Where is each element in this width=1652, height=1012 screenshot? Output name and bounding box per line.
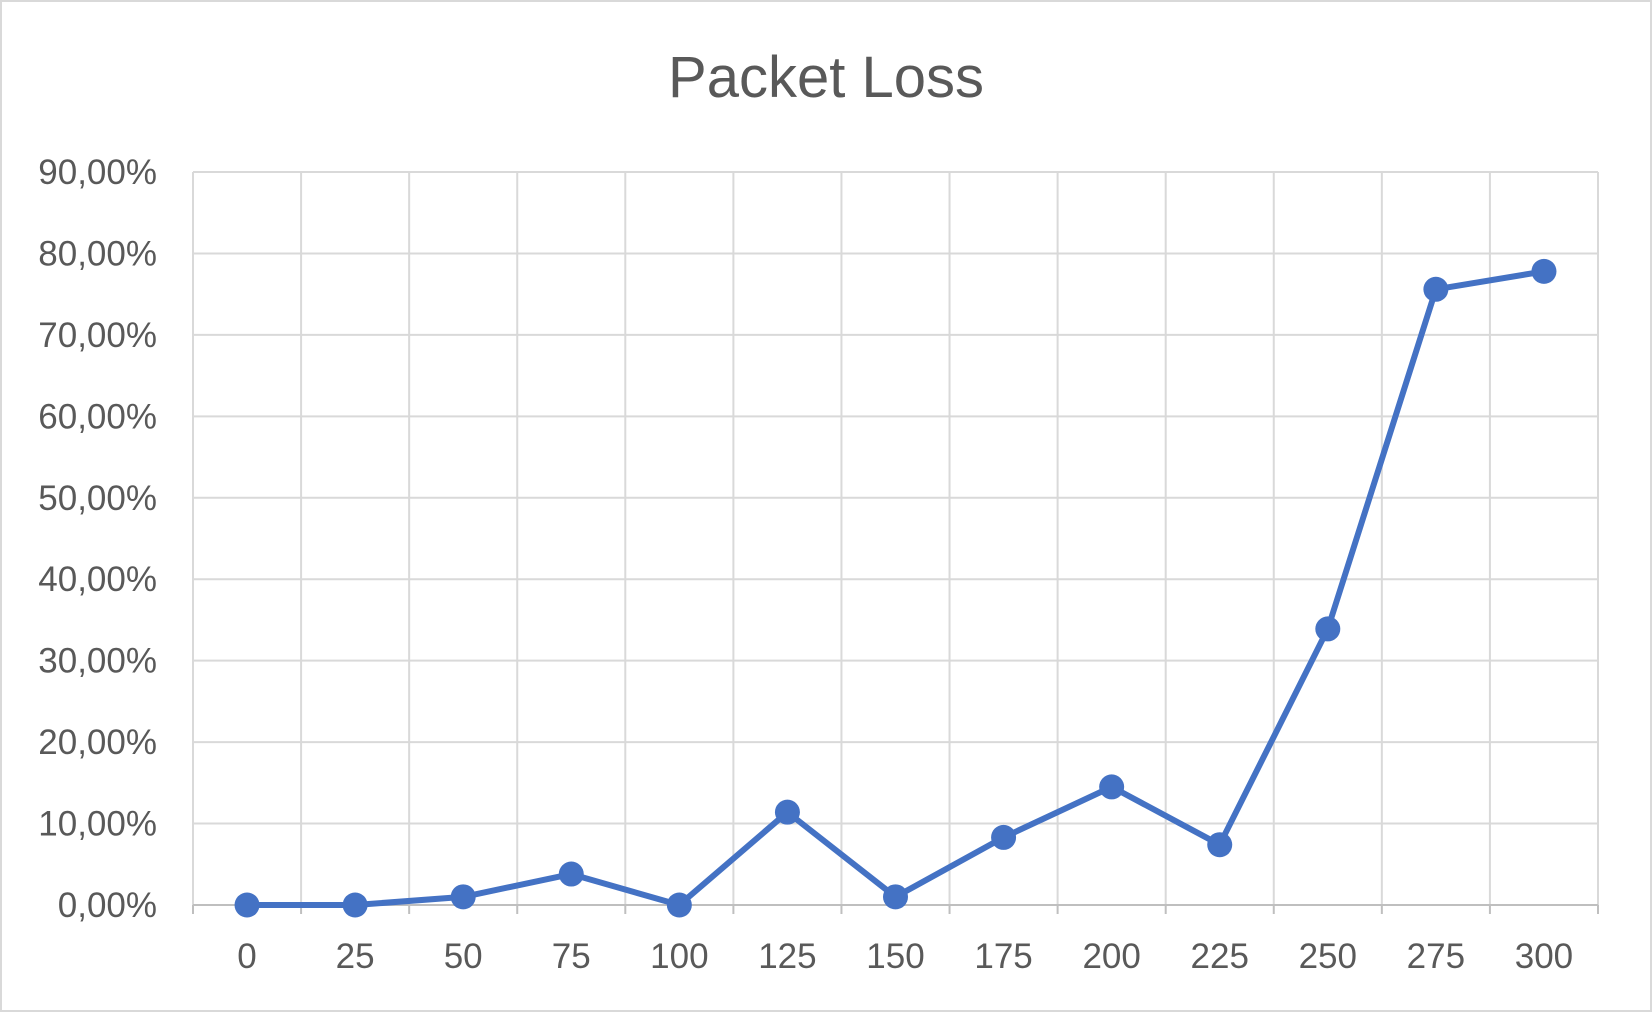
data-point [1315, 616, 1341, 642]
data-point [558, 861, 584, 887]
data-point [774, 799, 800, 825]
y-tick-label: 10,00% [38, 805, 157, 844]
data-point [666, 892, 692, 918]
y-tick-label: 90,00% [38, 153, 157, 192]
y-tick-label: 70,00% [38, 316, 157, 355]
x-tick-label: 50 [444, 937, 483, 976]
data-point [342, 892, 368, 918]
x-tick-label: 75 [552, 937, 591, 976]
series-line [244, 268, 1547, 908]
data-point [1099, 774, 1125, 800]
x-tick-label: 150 [866, 937, 924, 976]
data-point [883, 884, 908, 910]
data-point [234, 892, 260, 918]
y-tick-label: 60,00% [38, 397, 157, 436]
data-point [1207, 832, 1233, 858]
x-tick-label: 100 [650, 937, 708, 976]
y-tick-label: 80,00% [38, 234, 157, 273]
y-tick-label: 40,00% [38, 560, 157, 599]
y-tick-label: 30,00% [38, 642, 157, 681]
y-tick-label: 50,00% [38, 479, 157, 518]
x-tick-label: 250 [1299, 937, 1357, 976]
x-tick-label: 175 [974, 937, 1032, 976]
chart-title: Packet Loss [668, 45, 984, 110]
x-tick-label: 25 [336, 937, 375, 976]
x-tick-label: 0 [237, 937, 256, 976]
x-tick-label: 125 [758, 937, 816, 976]
data-point [1531, 258, 1557, 284]
x-tick-label: 275 [1407, 937, 1465, 976]
tick-labels: 0,00% 10,00% 20,00% 30,00% 40,00% 50,00% 60,00… [38, 153, 1573, 976]
data-point [991, 824, 1017, 850]
y-tick-label: 20,00% [38, 723, 157, 762]
x-tick-label: 225 [1191, 937, 1249, 976]
data-point [1423, 276, 1449, 302]
series-layer [234, 258, 1557, 918]
gridlines [192, 171, 1599, 905]
x-tick-label: 200 [1082, 937, 1140, 976]
x-tick-label: 300 [1515, 937, 1573, 976]
y-tick-label: 0,00% [58, 886, 157, 925]
data-point [450, 884, 476, 910]
